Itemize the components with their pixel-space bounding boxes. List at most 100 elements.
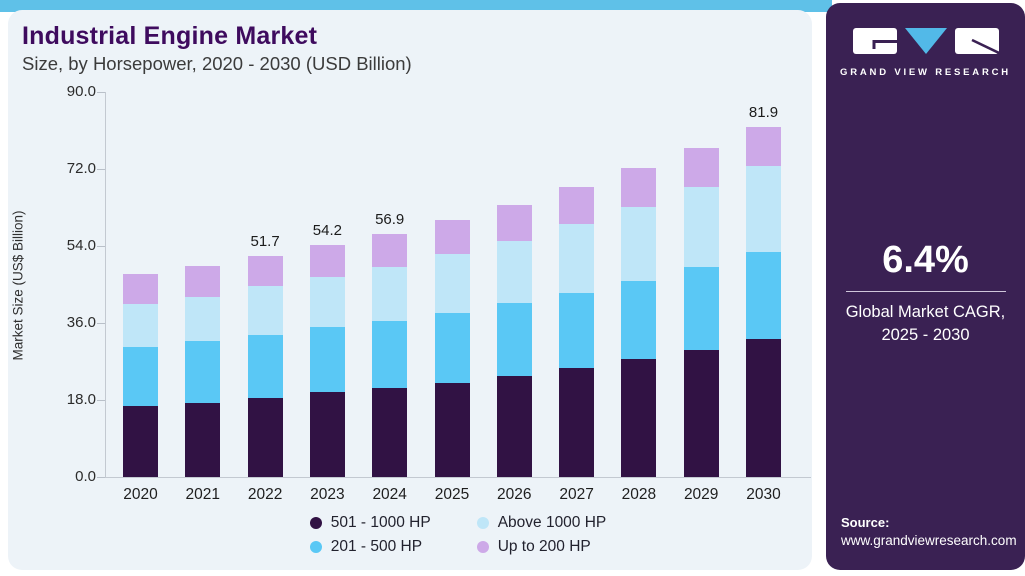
bar-segment-2029 [683,267,719,351]
legend-swatch [309,541,322,553]
y-tick-mark [97,92,105,93]
x-tick-label: 2023 [310,486,345,503]
y-tick-label: 72.0 [66,160,96,177]
bar-segment-2022 [247,335,283,398]
top-accent-strip [0,0,832,12]
bar-segment-2030 [746,339,781,477]
x-tick-label: 2021 [185,486,221,503]
y-tick-mark [97,246,105,247]
y-tick-mark [97,400,105,401]
bar-segment-2026 [496,303,532,376]
bar-segment-2021 [185,402,221,477]
bar-segment-2027 [559,292,595,369]
y-tick-label: 90.0 [66,83,96,100]
y-axis [105,92,106,477]
logo-letter-g-notch [872,40,897,49]
bar-segment-2028 [621,167,657,208]
bar-segment-2029 [683,187,719,268]
bar-segment-2029 [683,350,719,477]
x-tick-label: 2027 [559,486,594,503]
bar-segment-2022 [247,255,283,286]
logo-wordmark: GRAND VIEW RESEARCH [840,67,1011,78]
x-axis [105,477,811,478]
bar-segment-2024 [372,321,408,388]
x-tick-label: 2020 [123,486,158,503]
legend-swatch [309,517,322,529]
cagr-value: 6.4% [882,239,969,281]
cagr-divider [845,291,1006,292]
bar-segment-2022 [247,397,283,477]
bar-segment-2020 [123,346,158,406]
y-tick-label: 18.0 [66,391,96,408]
bar-segment-2030 [746,126,781,166]
x-tick-label: 2029 [683,486,719,503]
legend-label: Up to 200 HP [497,538,591,555]
bar-segment-2024 [372,266,408,322]
bar-segment-2024 [372,388,408,477]
bar-segment-2020 [123,274,158,304]
y-tick-mark [97,169,105,170]
cagr-label-line1: Global Market CAGR, [845,303,1006,321]
chart-subtitle: Size, by Horsepower, 2020 - 2030 (USD Bi… [22,53,412,74]
gvr-logo-shapes [852,28,999,55]
bar-segment-2028 [621,359,657,477]
legend-swatch [476,517,489,529]
bar-segment-2024 [372,233,408,267]
y-tick-label: 54.0 [66,237,96,254]
bar-segment-2025 [434,313,470,383]
bar-segment-2026 [496,375,532,477]
logo-triangle-icon [904,28,947,54]
bar-value-label: 51.7 [250,232,280,250]
cagr-stat: 6.4% Global Market CAGR, 2025 - 2030 [826,239,1025,347]
bar-segment-2021 [185,341,221,403]
legend-label: 501 - 1000 HP [330,514,431,531]
legend-item: Above 1000 HP [476,514,607,532]
bar-segment-2023 [309,276,345,328]
x-tick-label: 2030 [746,486,781,503]
legend-label: 201 - 500 HP [330,538,423,555]
cagr-label-line2: 2025 - 2030 [881,326,970,344]
source-block: Source: www.grandviewresearch.com [841,515,1017,548]
y-tick-label: 36.0 [66,314,96,331]
bar-value-label: 56.9 [375,210,405,228]
legend-item: 501 - 1000 HP [309,514,431,532]
y-tick-mark [97,477,105,478]
y-tick-mark [97,323,105,324]
chart-title: Industrial Engine Market [22,22,318,50]
bar-segment-2030 [746,251,781,340]
legend-item: Up to 200 HP [476,538,607,556]
bar-segment-2020 [123,303,158,347]
bar-segment-2023 [309,327,345,393]
bar-segment-2023 [309,392,345,477]
bar-segment-2023 [309,245,345,277]
bar-segment-2026 [496,204,532,241]
logo-letter-r-leg [970,38,999,55]
bar-segment-2025 [434,219,470,255]
bar-value-label: 54.2 [312,222,342,240]
legend-item: 201 - 500 HP [309,538,431,556]
bar-segment-2030 [746,166,781,252]
bar-segment-2028 [621,207,657,282]
legend: 501 - 1000 HP Above 1000 HP 201 - 500 HP Up… [105,514,811,556]
bar-segment-2027 [559,223,595,293]
x-tick-label: 2022 [247,486,283,503]
x-tick-label: 2024 [372,486,407,503]
bar-segment-2021 [185,266,221,297]
gvr-logo: GRAND VIEW RESEARCH [826,28,1025,78]
sidebar: GRAND VIEW RESEARCH 6.4% Global Market C… [826,3,1025,570]
bar-value-label: 81.9 [748,103,779,121]
source-label: Source: [841,515,890,530]
legend-label: Above 1000 HP [497,514,607,531]
bar-segment-2028 [621,281,657,360]
bar-segment-2022 [247,285,283,336]
x-tick-label: 2025 [434,486,470,503]
source-url: www.grandviewresearch.com [841,533,1017,548]
bar-segment-2021 [185,296,221,342]
bar-segment-2020 [123,405,158,477]
bar-segment-2027 [559,186,595,224]
x-tick-label: 2026 [497,486,532,503]
bar-segment-2029 [683,148,719,188]
x-tick-label: 2028 [621,486,657,503]
bar-segment-2025 [434,382,470,477]
